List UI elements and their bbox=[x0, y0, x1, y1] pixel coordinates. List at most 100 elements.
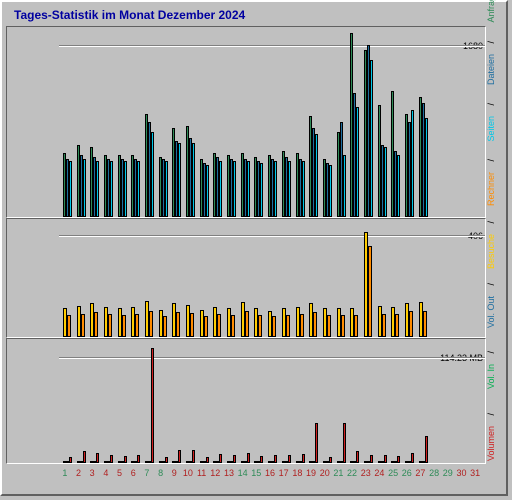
bar-group-day-23 bbox=[364, 45, 373, 217]
x-axis-days: 1234567891011121314151617181920212223242… bbox=[54, 464, 480, 478]
bar-volumen bbox=[370, 455, 373, 463]
bar-volumen bbox=[425, 436, 428, 463]
bar-volumen bbox=[397, 456, 400, 463]
bar-volumen bbox=[356, 451, 359, 463]
bar-seiten bbox=[329, 165, 332, 217]
bar-group-day-24 bbox=[378, 455, 387, 463]
bar-volumen bbox=[288, 455, 291, 463]
bar-group-day-26 bbox=[405, 110, 414, 217]
bar-rechner bbox=[149, 311, 153, 337]
x-label-day: 15 bbox=[251, 468, 261, 478]
legend-label: Rechner bbox=[486, 172, 496, 206]
bar-rechner bbox=[176, 312, 180, 337]
bar-seiten bbox=[192, 143, 195, 217]
bar-volumen bbox=[411, 453, 414, 463]
bar-rechner bbox=[122, 315, 126, 337]
right-legend: Volumen/Vol. In/Vol. Out/Besuche/Rechner… bbox=[484, 26, 502, 474]
bar-rechner bbox=[135, 314, 139, 337]
bar-seiten bbox=[343, 155, 346, 217]
bar-rechner bbox=[423, 311, 427, 337]
bar-seiten bbox=[178, 143, 181, 217]
bar-group-day-22 bbox=[350, 308, 358, 337]
bar-volumen bbox=[96, 453, 99, 463]
bar-volumen bbox=[165, 457, 168, 463]
bar-group-day-9 bbox=[172, 128, 181, 217]
bar-group-day-12 bbox=[213, 153, 222, 217]
bar-seiten bbox=[219, 161, 222, 217]
bar-volumen bbox=[329, 457, 332, 463]
bar-rechner bbox=[258, 315, 262, 337]
bar-volumen bbox=[206, 457, 209, 463]
bar-group-day-12 bbox=[213, 454, 222, 463]
bar-rechner bbox=[395, 314, 399, 337]
bar-seiten bbox=[425, 118, 428, 217]
bar-group-day-18 bbox=[296, 307, 304, 337]
bar-group-day-11 bbox=[200, 457, 209, 463]
bar-seiten bbox=[356, 107, 359, 217]
bar-volumen bbox=[302, 454, 305, 463]
bar-group-day-23 bbox=[364, 455, 373, 463]
bar-volumen bbox=[178, 450, 181, 463]
bar-rechner bbox=[190, 313, 194, 337]
bar-group-day-1 bbox=[63, 153, 72, 217]
bar-seiten bbox=[69, 161, 72, 217]
bar-group-day-15 bbox=[254, 456, 263, 463]
bar-group-day-4 bbox=[104, 155, 113, 217]
x-label-day: 1 bbox=[62, 468, 67, 478]
x-label-day: 9 bbox=[172, 468, 177, 478]
bar-rechner bbox=[354, 315, 358, 337]
legend-label: Vol. In bbox=[486, 364, 496, 389]
x-label-day: 17 bbox=[279, 468, 289, 478]
bar-group-day-25 bbox=[391, 91, 400, 217]
bar-group-day-10 bbox=[186, 450, 195, 463]
bar-group-day-5 bbox=[118, 308, 126, 337]
chart-title: Tages-Statistik im Monat Dezember 2024 bbox=[14, 8, 245, 22]
bar-seiten bbox=[397, 155, 400, 217]
x-label-day: 22 bbox=[347, 468, 357, 478]
bar-volumen bbox=[233, 455, 236, 463]
bar-group-day-26 bbox=[405, 453, 414, 463]
bar-seiten bbox=[274, 161, 277, 217]
bar-group-day-22 bbox=[350, 451, 359, 463]
bar-group-day-21 bbox=[337, 423, 346, 463]
bar-group-day-6 bbox=[131, 155, 140, 217]
x-label-day: 24 bbox=[374, 468, 384, 478]
legend-label: Anfragen bbox=[486, 0, 496, 23]
x-label-day: 3 bbox=[90, 468, 95, 478]
bar-group-day-15 bbox=[254, 157, 263, 217]
bar-seiten bbox=[83, 159, 86, 217]
bar-volumen bbox=[124, 456, 127, 463]
x-label-day: 6 bbox=[131, 468, 136, 478]
bar-group-day-13 bbox=[227, 308, 235, 337]
x-label-day: 21 bbox=[333, 468, 343, 478]
bar-seiten bbox=[137, 161, 140, 217]
bar-group-day-19 bbox=[309, 116, 318, 217]
bar-volumen bbox=[83, 451, 86, 463]
bar-group-day-27 bbox=[419, 436, 428, 463]
bar-group-day-1 bbox=[63, 308, 71, 337]
bar-volumen bbox=[384, 455, 387, 463]
x-label-day: 18 bbox=[292, 468, 302, 478]
legend-label: Volumen bbox=[486, 426, 496, 461]
bar-rechner bbox=[382, 314, 386, 337]
bar-group-day-22 bbox=[350, 33, 359, 217]
x-label-day: 19 bbox=[306, 468, 316, 478]
x-label-day: 23 bbox=[361, 468, 371, 478]
bar-group-day-23 bbox=[364, 232, 372, 337]
x-label-day: 10 bbox=[183, 468, 193, 478]
legend-label: Dateien bbox=[486, 54, 496, 85]
bar-group-day-3 bbox=[90, 303, 98, 337]
bar-volumen bbox=[151, 348, 154, 463]
bar-seiten bbox=[302, 161, 305, 217]
bar-group-day-18 bbox=[296, 153, 305, 217]
bar-group-day-3 bbox=[90, 453, 99, 463]
panel-volume: 114.23 MB bbox=[6, 338, 486, 464]
bar-group-day-17 bbox=[282, 308, 290, 337]
bar-volumen bbox=[69, 457, 72, 463]
bar-group-day-11 bbox=[200, 159, 209, 217]
bar-seiten bbox=[247, 161, 250, 217]
x-label-day: 12 bbox=[210, 468, 220, 478]
bar-seiten bbox=[206, 165, 209, 217]
bar-volumen bbox=[110, 455, 113, 463]
x-label-day: 20 bbox=[320, 468, 330, 478]
